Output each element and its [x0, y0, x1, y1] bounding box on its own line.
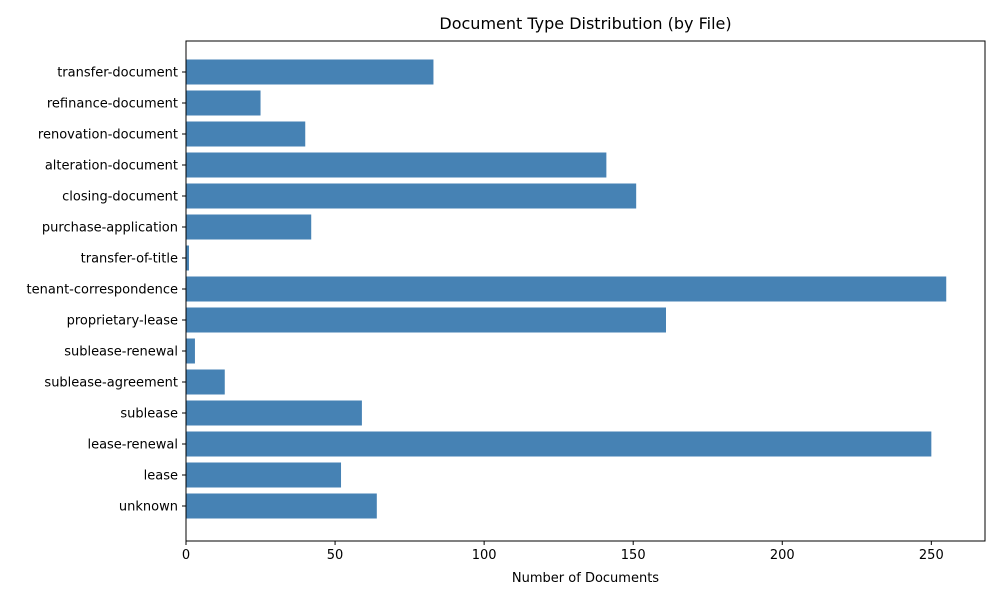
bar-sublease	[186, 400, 362, 426]
bar-tenant-correspondence	[186, 276, 947, 302]
y-tick-label: proprietary-lease	[67, 314, 178, 329]
y-tick-label: alteration-document	[45, 159, 178, 174]
x-tick-label: 0	[182, 548, 190, 563]
x-tick-label: 100	[472, 548, 497, 563]
y-tick-label: closing-document	[62, 190, 178, 205]
x-axis: 0 50 100 150 200 250	[182, 541, 944, 563]
bar-purchase-application	[186, 214, 312, 240]
bars-group	[186, 59, 947, 519]
y-tick-label: sublease	[120, 407, 178, 422]
bar-sublease-renewal	[186, 338, 195, 364]
x-tick-label: 200	[770, 548, 795, 563]
bar-unknown	[186, 493, 377, 519]
bar-refinance-document	[186, 90, 261, 116]
bar-proprietary-lease	[186, 307, 666, 333]
plot-frame	[185, 40, 986, 542]
y-axis: transfer-document refinance-document renov…	[27, 66, 186, 515]
y-tick-label: refinance-document	[47, 97, 178, 112]
bar-transfer-document	[186, 59, 434, 85]
y-tick-label: purchase-application	[42, 221, 178, 236]
y-tick-label: unknown	[119, 500, 178, 515]
y-tick-label: lease	[144, 469, 178, 484]
bar-lease	[186, 462, 342, 488]
bar-closing-document	[186, 183, 637, 209]
bar-lease-renewal	[186, 431, 932, 457]
bar-alteration-document	[186, 152, 607, 178]
y-tick-label: sublease-renewal	[64, 345, 178, 360]
bar-transfer-of-title	[186, 245, 189, 271]
y-tick-label: tenant-correspondence	[27, 283, 178, 298]
y-tick-label: sublease-agreement	[44, 376, 178, 391]
x-tick-label: 150	[621, 548, 646, 563]
x-tick-label: 250	[919, 548, 944, 563]
y-tick-label: lease-renewal	[87, 438, 178, 453]
bar-sublease-agreement	[186, 369, 225, 395]
y-tick-label: renovation-document	[38, 128, 178, 143]
bar-renovation-document	[186, 121, 306, 147]
x-tick-label: 50	[327, 548, 344, 563]
chart-title: Document Type Distribution (by File)	[439, 14, 731, 33]
x-axis-label: Number of Documents	[512, 571, 659, 586]
y-tick-label: transfer-document	[57, 66, 178, 81]
y-tick-label: transfer-of-title	[81, 252, 178, 267]
